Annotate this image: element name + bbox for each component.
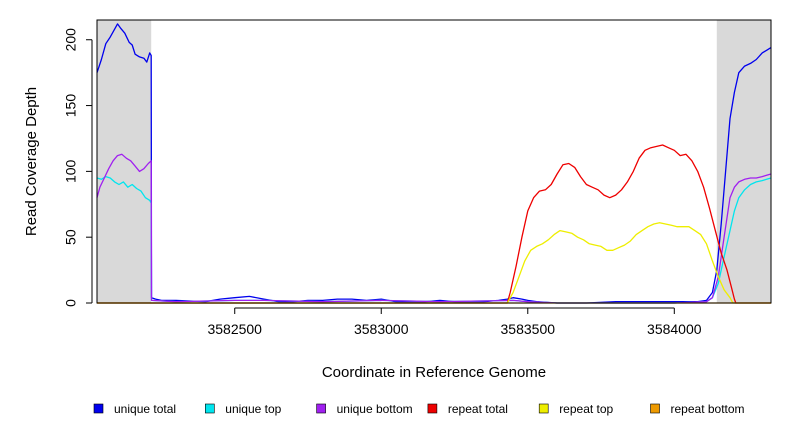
y-tick-label: 50 bbox=[63, 229, 79, 245]
y-tick-label: 100 bbox=[63, 159, 79, 183]
legend-label-unique-top: unique top bbox=[225, 402, 281, 416]
legend-swatch-repeat-total bbox=[427, 403, 438, 414]
plot-frame bbox=[96, 19, 772, 304]
x-tick-label: 3584000 bbox=[647, 321, 702, 337]
series-line-repeat-top bbox=[97, 222, 771, 304]
legend-swatch-unique-bottom bbox=[316, 403, 326, 414]
y-axis: 0 50 100 150 200 bbox=[63, 28, 93, 307]
legend-label-repeat-total: repeat total bbox=[448, 402, 508, 416]
shaded-region-2 bbox=[716, 20, 771, 303]
x-tick-label: 3583500 bbox=[501, 321, 556, 337]
x-axis-title: Coordinate in Reference Genome bbox=[322, 364, 546, 381]
legend-label-unique-bottom: unique bottom bbox=[337, 402, 413, 416]
series-line-repeat-total bbox=[97, 144, 771, 304]
shaded-region-1 bbox=[97, 20, 152, 303]
y-tick-label: 200 bbox=[63, 28, 79, 52]
y-axis-title: Read Coverage Depth bbox=[23, 87, 40, 236]
legend-swatch-unique-total bbox=[93, 403, 104, 414]
series-line-unique-bottom bbox=[96, 153, 772, 304]
y-tick-label: 150 bbox=[63, 94, 79, 118]
shaded-regions bbox=[97, 20, 771, 303]
legend-swatch-repeat-top bbox=[538, 403, 549, 414]
x-tick-label: 3582500 bbox=[207, 321, 262, 337]
legend-label-repeat-bottom: repeat bottom bbox=[671, 402, 745, 416]
legend-label-unique-total: unique total bbox=[114, 402, 176, 416]
series-line-unique-top bbox=[96, 175, 772, 304]
legend-label-repeat-top: repeat top bbox=[559, 402, 613, 416]
x-axis: 3582500 3583000 3583500 3584000 bbox=[207, 307, 702, 337]
y-tick-label: 0 bbox=[63, 299, 79, 307]
series-line-unique-total bbox=[96, 23, 772, 304]
series-lines bbox=[96, 23, 772, 304]
legend-swatch-unique-top bbox=[205, 403, 215, 414]
legend: unique total unique top unique bottom repea… bbox=[93, 402, 745, 416]
x-tick-label: 3583000 bbox=[354, 321, 409, 337]
legend-swatch-repeat-bottom bbox=[650, 403, 660, 414]
